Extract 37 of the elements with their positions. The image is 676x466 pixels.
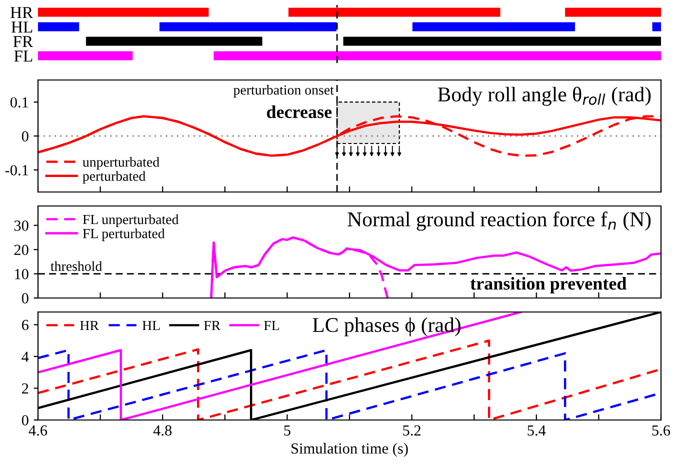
y-tick-label: FR bbox=[13, 36, 34, 48]
y-tick-label: 0 bbox=[22, 131, 28, 142]
x-tick-label: 4.6 bbox=[28, 425, 48, 436]
legend-label: FR bbox=[204, 320, 221, 330]
y-tick-label: FL bbox=[14, 50, 32, 62]
y-tick-label: 20 bbox=[14, 244, 28, 256]
y-tick-label: 2 bbox=[22, 383, 28, 394]
y-tick-label: HR bbox=[10, 7, 34, 18]
x-tick-label: 5.2 bbox=[403, 425, 421, 436]
x-tick-label: 5.4 bbox=[528, 425, 546, 436]
legend-label: FL perturbated bbox=[82, 228, 165, 242]
y-tick-label: 30 bbox=[14, 220, 28, 231]
y-tick-label: 0 bbox=[22, 293, 28, 304]
chart-title: Normal ground reaction force f$_{n}$ (N) bbox=[348, 212, 651, 231]
y-tick-label: HL bbox=[11, 22, 32, 33]
x-tick-label: 4.8 bbox=[153, 425, 172, 436]
legend-label: HR bbox=[80, 320, 99, 330]
y-tick-label: 4 bbox=[22, 352, 29, 362]
y-tick-label: 6 bbox=[22, 320, 29, 330]
y-tick-label: 10 bbox=[15, 268, 28, 280]
legend-label: FL bbox=[264, 320, 280, 330]
y-tick-label: 0 bbox=[22, 415, 28, 426]
legend-label: perturbated bbox=[82, 171, 146, 184]
legend-label: unperturbated bbox=[82, 157, 160, 170]
y-tick-label: -0.1 bbox=[5, 165, 28, 176]
legend-label: HL bbox=[142, 320, 160, 330]
y-tick-label: 0.1 bbox=[10, 97, 28, 108]
annotation: transition prevented bbox=[470, 277, 627, 294]
x-axis-title: Simulation time (s) bbox=[292, 442, 408, 457]
band-label: decrease bbox=[266, 105, 332, 118]
legend-label: FL unperturbated bbox=[82, 214, 179, 228]
ref-line-label: perturbation onset bbox=[233, 84, 334, 98]
x-tick-label: 5 bbox=[284, 425, 290, 436]
chart-title: LC phases ϕ (rad) bbox=[312, 317, 460, 336]
chart-title: Body roll angle θ$_{roll}$ (rad) bbox=[438, 86, 651, 106]
ref-line-label: threshold bbox=[50, 261, 102, 271]
x-tick-label: 5.6 bbox=[652, 425, 670, 436]
